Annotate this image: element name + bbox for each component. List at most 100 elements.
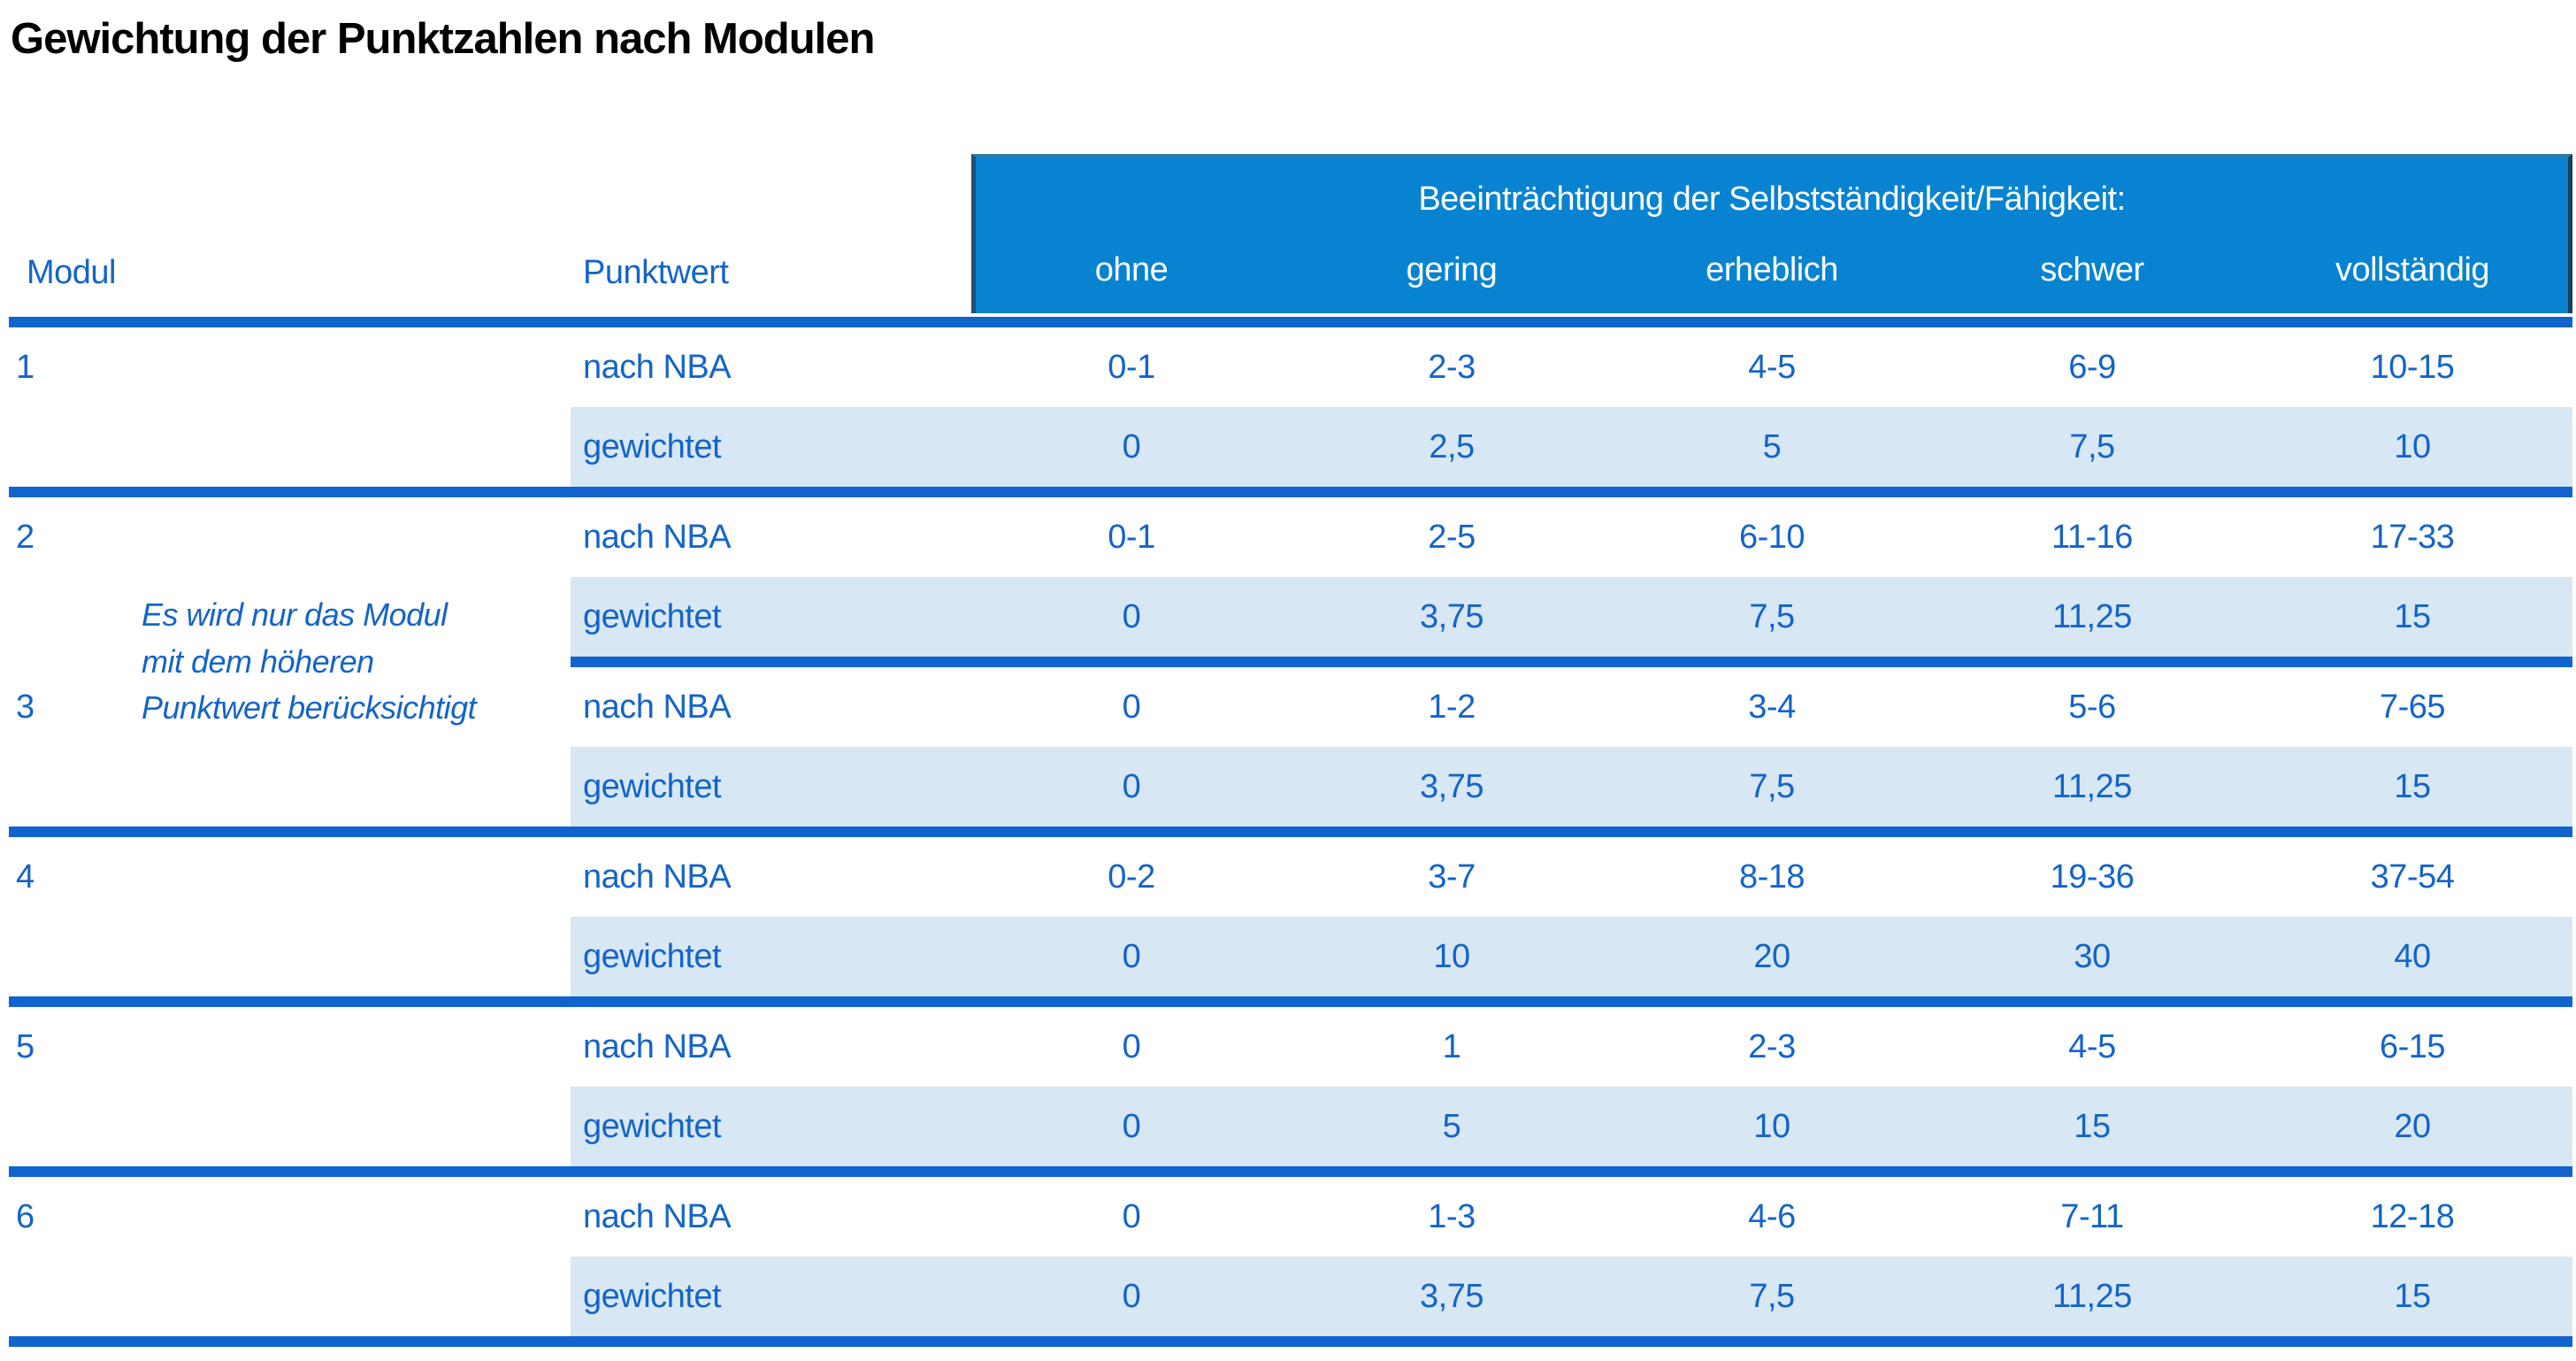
module-separator xyxy=(9,1166,2572,1177)
module-number: 6 xyxy=(16,1197,34,1235)
value-cell-nba: 6-10 xyxy=(1738,518,1806,556)
value-cell-weighted: 7,5 xyxy=(1612,577,1932,657)
value-cell-nba: 0-2 xyxy=(1108,857,1155,896)
value-cell-weighted: 15 xyxy=(2252,577,2572,657)
note-line: Punktwert berücksichtigt xyxy=(142,689,477,727)
value-cell-nba: 8-18 xyxy=(1738,857,1806,896)
value-cell-weighted: 10 xyxy=(2252,407,2572,487)
value-cell-nba: 37-54 xyxy=(2370,857,2455,896)
value-cell-weighted: 10 xyxy=(1612,1087,1932,1166)
value-cell-weighted: 20 xyxy=(1612,917,1932,996)
value-cell-nba: 0 xyxy=(1122,688,1141,726)
module-number: 5 xyxy=(16,1027,34,1065)
row-label-nach-nba: nach NBA xyxy=(583,1197,732,1235)
row-label-gewichtet: gewichtet xyxy=(571,917,971,996)
module-number: 2 xyxy=(16,518,34,556)
row-label-nach-nba: nach NBA xyxy=(583,688,732,726)
value-cell-nba: 5-6 xyxy=(2068,688,2116,726)
value-cell-nba: 0 xyxy=(1122,1027,1141,1065)
value-cell-weighted: 10 xyxy=(1292,917,1612,996)
value-cell-nba: 1-3 xyxy=(1428,1197,1476,1235)
value-cell-weighted: 0 xyxy=(971,1257,1292,1336)
module-separator xyxy=(9,827,2572,837)
weighting-table: Beeinträchtigung der Selbstständigkeit/F… xyxy=(9,154,2572,1347)
column-header-vollstaendig: vollständig xyxy=(2334,250,2490,288)
value-cell-nba: 11-16 xyxy=(2051,518,2133,556)
value-cell-weighted: 20 xyxy=(2252,1087,2572,1166)
value-cell-nba: 3-7 xyxy=(1428,857,1476,896)
row-label-nach-nba: nach NBA xyxy=(583,518,732,556)
module-number: 1 xyxy=(16,348,34,386)
module-separator xyxy=(9,996,2572,1007)
note-line: Es wird nur das Modul xyxy=(142,596,448,634)
value-cell-nba: 4-5 xyxy=(1748,348,1796,386)
column-header-punktwert: Punktwert xyxy=(583,253,729,291)
value-cell-weighted: 11,25 xyxy=(1932,747,2252,827)
value-cell-nba: 6-15 xyxy=(2379,1027,2446,1065)
module-separator xyxy=(9,1336,2572,1347)
value-cell-weighted: 15 xyxy=(2252,747,2572,827)
value-cell-weighted: 15 xyxy=(1932,1087,2252,1166)
module-number: 4 xyxy=(16,857,34,896)
value-cell-nba: 12-18 xyxy=(2370,1197,2455,1235)
value-cell-nba: 1 xyxy=(1442,1027,1461,1065)
value-cell-weighted: 0 xyxy=(971,747,1292,827)
value-cell-nba: 3-4 xyxy=(1748,688,1796,726)
module-separator xyxy=(9,487,2572,497)
value-cell-nba: 0-1 xyxy=(1108,518,1155,556)
value-cell-nba: 17-33 xyxy=(2370,518,2455,556)
note-line: mit dem höheren xyxy=(142,642,374,680)
value-cell-nba: 2-3 xyxy=(1428,348,1476,386)
row-label-nach-nba: nach NBA xyxy=(583,348,732,386)
group-header-band xyxy=(971,154,2572,313)
value-cell-nba: 10-15 xyxy=(2370,348,2455,386)
column-header-gering: gering xyxy=(1406,250,1498,288)
value-cell-weighted: 30 xyxy=(1932,917,2252,996)
value-cell-weighted: 7,5 xyxy=(1612,747,1932,827)
value-cell-weighted: 15 xyxy=(2252,1257,2572,1336)
value-cell-weighted: 0 xyxy=(971,917,1292,996)
module-2-3-note: Es wird nur das Modul mit dem höheren Pu… xyxy=(133,577,571,747)
value-cell-weighted: 11,25 xyxy=(1932,1257,2252,1336)
row-label-nach-nba: nach NBA xyxy=(583,857,732,896)
row-label-gewichtet: gewichtet xyxy=(571,1257,971,1336)
value-cell-weighted: 3,75 xyxy=(1292,577,1612,657)
row-label-gewichtet: gewichtet xyxy=(571,407,971,487)
module-separator xyxy=(571,657,2572,667)
row-label-gewichtet: gewichtet xyxy=(571,577,971,657)
column-header-modul: Modul xyxy=(27,253,117,291)
value-cell-weighted: 7,5 xyxy=(1932,407,2252,487)
column-header-erheblich: erheblich xyxy=(1706,250,1838,288)
value-cell-weighted: 0 xyxy=(971,407,1292,487)
column-header-ohne: ohne xyxy=(1094,250,1169,288)
value-cell-weighted: 0 xyxy=(971,577,1292,657)
value-cell-nba: 19-36 xyxy=(2050,857,2135,896)
value-cell-weighted: 5 xyxy=(1292,1087,1612,1166)
value-cell-nba: 6-9 xyxy=(2068,348,2116,386)
row-label-gewichtet: gewichtet xyxy=(571,747,971,827)
value-cell-weighted: 0 xyxy=(971,1087,1292,1166)
value-cell-nba: 2-3 xyxy=(1748,1027,1796,1065)
value-cell-nba: 2-5 xyxy=(1428,518,1476,556)
header-rule xyxy=(9,313,2572,327)
column-header-schwer: schwer xyxy=(2040,250,2144,288)
group-header-label: Beeinträchtigung der Selbstständigkeit/F… xyxy=(1418,180,2126,218)
row-label-gewichtet: gewichtet xyxy=(571,1087,971,1166)
value-cell-weighted: 40 xyxy=(2252,917,2572,996)
value-cell-nba: 4-5 xyxy=(2068,1027,2116,1065)
value-cell-nba: 7-65 xyxy=(2379,688,2446,726)
value-cell-weighted: 3,75 xyxy=(1292,1257,1612,1336)
value-cell-nba: 7-11 xyxy=(2060,1197,2124,1235)
value-cell-nba: 1-2 xyxy=(1428,688,1476,726)
row-label-nach-nba: nach NBA xyxy=(583,1027,732,1065)
value-cell-weighted: 11,25 xyxy=(1932,577,2252,657)
page-title: Gewichtung der Punktzahlen nach Modulen xyxy=(11,15,875,63)
value-cell-weighted: 5 xyxy=(1612,407,1932,487)
value-cell-nba: 0-1 xyxy=(1108,348,1155,386)
value-cell-weighted: 7,5 xyxy=(1612,1257,1932,1336)
value-cell-nba: 0 xyxy=(1122,1197,1141,1235)
value-cell-weighted: 3,75 xyxy=(1292,747,1612,827)
value-cell-weighted: 2,5 xyxy=(1292,407,1612,487)
value-cell-nba: 4-6 xyxy=(1748,1197,1796,1235)
module-number: 3 xyxy=(16,688,34,726)
